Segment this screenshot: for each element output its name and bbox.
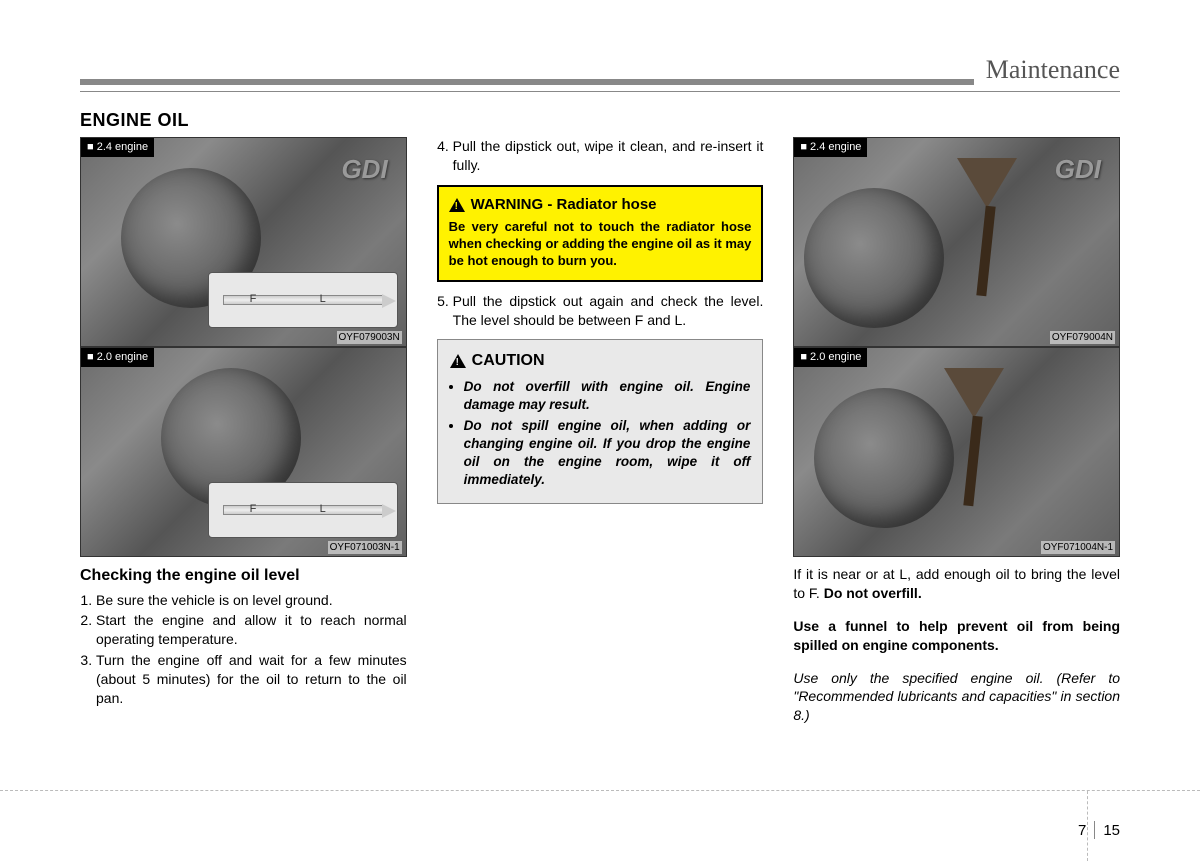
header-title: Maintenance <box>986 55 1120 85</box>
crop-guide-h <box>0 790 1200 791</box>
funnel-stem <box>963 416 982 507</box>
funnel-stem <box>976 206 995 297</box>
list-item: Turn the engine off and wait for a few m… <box>96 651 407 708</box>
engine-shape <box>804 188 944 328</box>
manual-page: Maintenance ENGINE OIL GDI ■ 2.4 engine … <box>0 0 1200 861</box>
gdi-badge: GDI <box>341 152 387 187</box>
page-footer: 7 15 <box>1078 821 1120 839</box>
paragraph-italic: Use only the specified engine oil. (Refe… <box>793 669 1120 726</box>
paragraph-bold: Use a funnel to help prevent oil from be… <box>793 617 1120 655</box>
list-item: Start the engine and allow it to reach n… <box>96 611 407 649</box>
warning-title: WARNING - Radiator hose <box>471 195 657 215</box>
text-bold: Do not overfill. <box>824 585 922 601</box>
figure-tag: ■ 2.4 engine <box>81 138 154 157</box>
section-title: ENGINE OIL <box>80 110 1120 131</box>
page-number: 15 <box>1103 822 1120 839</box>
warning-body: Be very careful not to touch the radiato… <box>449 219 752 270</box>
figure-tag: ■ 2.0 engine <box>794 348 867 367</box>
warning-title-row: WARNING - Radiator hose <box>449 195 752 215</box>
mark-l: L <box>320 292 326 307</box>
funnel-icon <box>957 158 1017 208</box>
engine-shape <box>814 388 954 528</box>
figure-code: OYF079004N <box>1050 331 1115 345</box>
columns: GDI ■ 2.4 engine F L OYF079003N ■ 2.0 en… <box>80 137 1120 725</box>
column-1: GDI ■ 2.4 engine F L OYF079003N ■ 2.0 en… <box>80 137 407 725</box>
dipstick-icon: F L <box>223 295 383 305</box>
figure-tag: ■ 2.4 engine <box>794 138 867 157</box>
chapter-number: 7 <box>1078 822 1086 839</box>
warning-box: WARNING - Radiator hose Be very careful … <box>437 185 764 282</box>
figure-fill-24: GDI ■ 2.4 engine OYF079004N <box>793 137 1120 347</box>
figure-fill-20: ■ 2.0 engine OYF071004N-1 <box>793 347 1120 557</box>
figure-code: OYF079003N <box>337 331 402 345</box>
steps-list-cont: Pull the dipstick out, wipe it clean, an… <box>437 137 764 175</box>
caution-title: CAUTION <box>472 350 545 372</box>
mark-f: F <box>250 292 257 307</box>
figure-code: OYF071004N-1 <box>1041 541 1115 555</box>
list-item: Pull the dipstick out again and check th… <box>453 292 764 330</box>
figure-dipstick-20: ■ 2.0 engine F L OYF071003N-1 <box>80 347 407 557</box>
steps-list: Be sure the vehicle is on level ground. … <box>80 591 407 708</box>
mark-f: F <box>250 502 257 517</box>
footer-separator <box>1094 821 1095 839</box>
paragraph: If it is near or at L, add enough oil to… <box>793 565 1120 603</box>
list-item: Do not spill engine oil, when adding or … <box>464 417 751 490</box>
figure-tag: ■ 2.0 engine <box>81 348 154 367</box>
dipstick-callout: F L <box>208 272 398 328</box>
figure-code: OYF071003N-1 <box>328 541 402 555</box>
list-item: Do not overfill with engine oil. Engine … <box>464 378 751 414</box>
warning-icon <box>449 198 465 212</box>
header-row: Maintenance <box>80 55 1120 85</box>
list-item: Pull the dipstick out, wipe it clean, an… <box>453 137 764 175</box>
header-underline <box>80 91 1120 92</box>
mark-l: L <box>320 502 326 517</box>
caution-title-row: CAUTION <box>450 350 751 372</box>
figure-dipstick-24: GDI ■ 2.4 engine F L OYF079003N <box>80 137 407 347</box>
caution-icon <box>450 354 466 368</box>
header-rule <box>80 79 974 85</box>
funnel-icon <box>944 368 1004 418</box>
subheading: Checking the engine oil level <box>80 565 407 587</box>
caution-box: CAUTION Do not overfill with engine oil.… <box>437 339 764 504</box>
gdi-badge: GDI <box>1055 152 1101 187</box>
column-3: GDI ■ 2.4 engine OYF079004N ■ 2.0 engine… <box>793 137 1120 725</box>
steps-list-cont2: Pull the dipstick out again and check th… <box>437 292 764 330</box>
list-item: Be sure the vehicle is on level ground. <box>96 591 407 610</box>
dipstick-callout: F L <box>208 482 398 538</box>
caution-list: Do not overfill with engine oil. Engine … <box>450 378 751 489</box>
column-2: Pull the dipstick out, wipe it clean, an… <box>437 137 764 725</box>
dipstick-icon: F L <box>223 505 383 515</box>
